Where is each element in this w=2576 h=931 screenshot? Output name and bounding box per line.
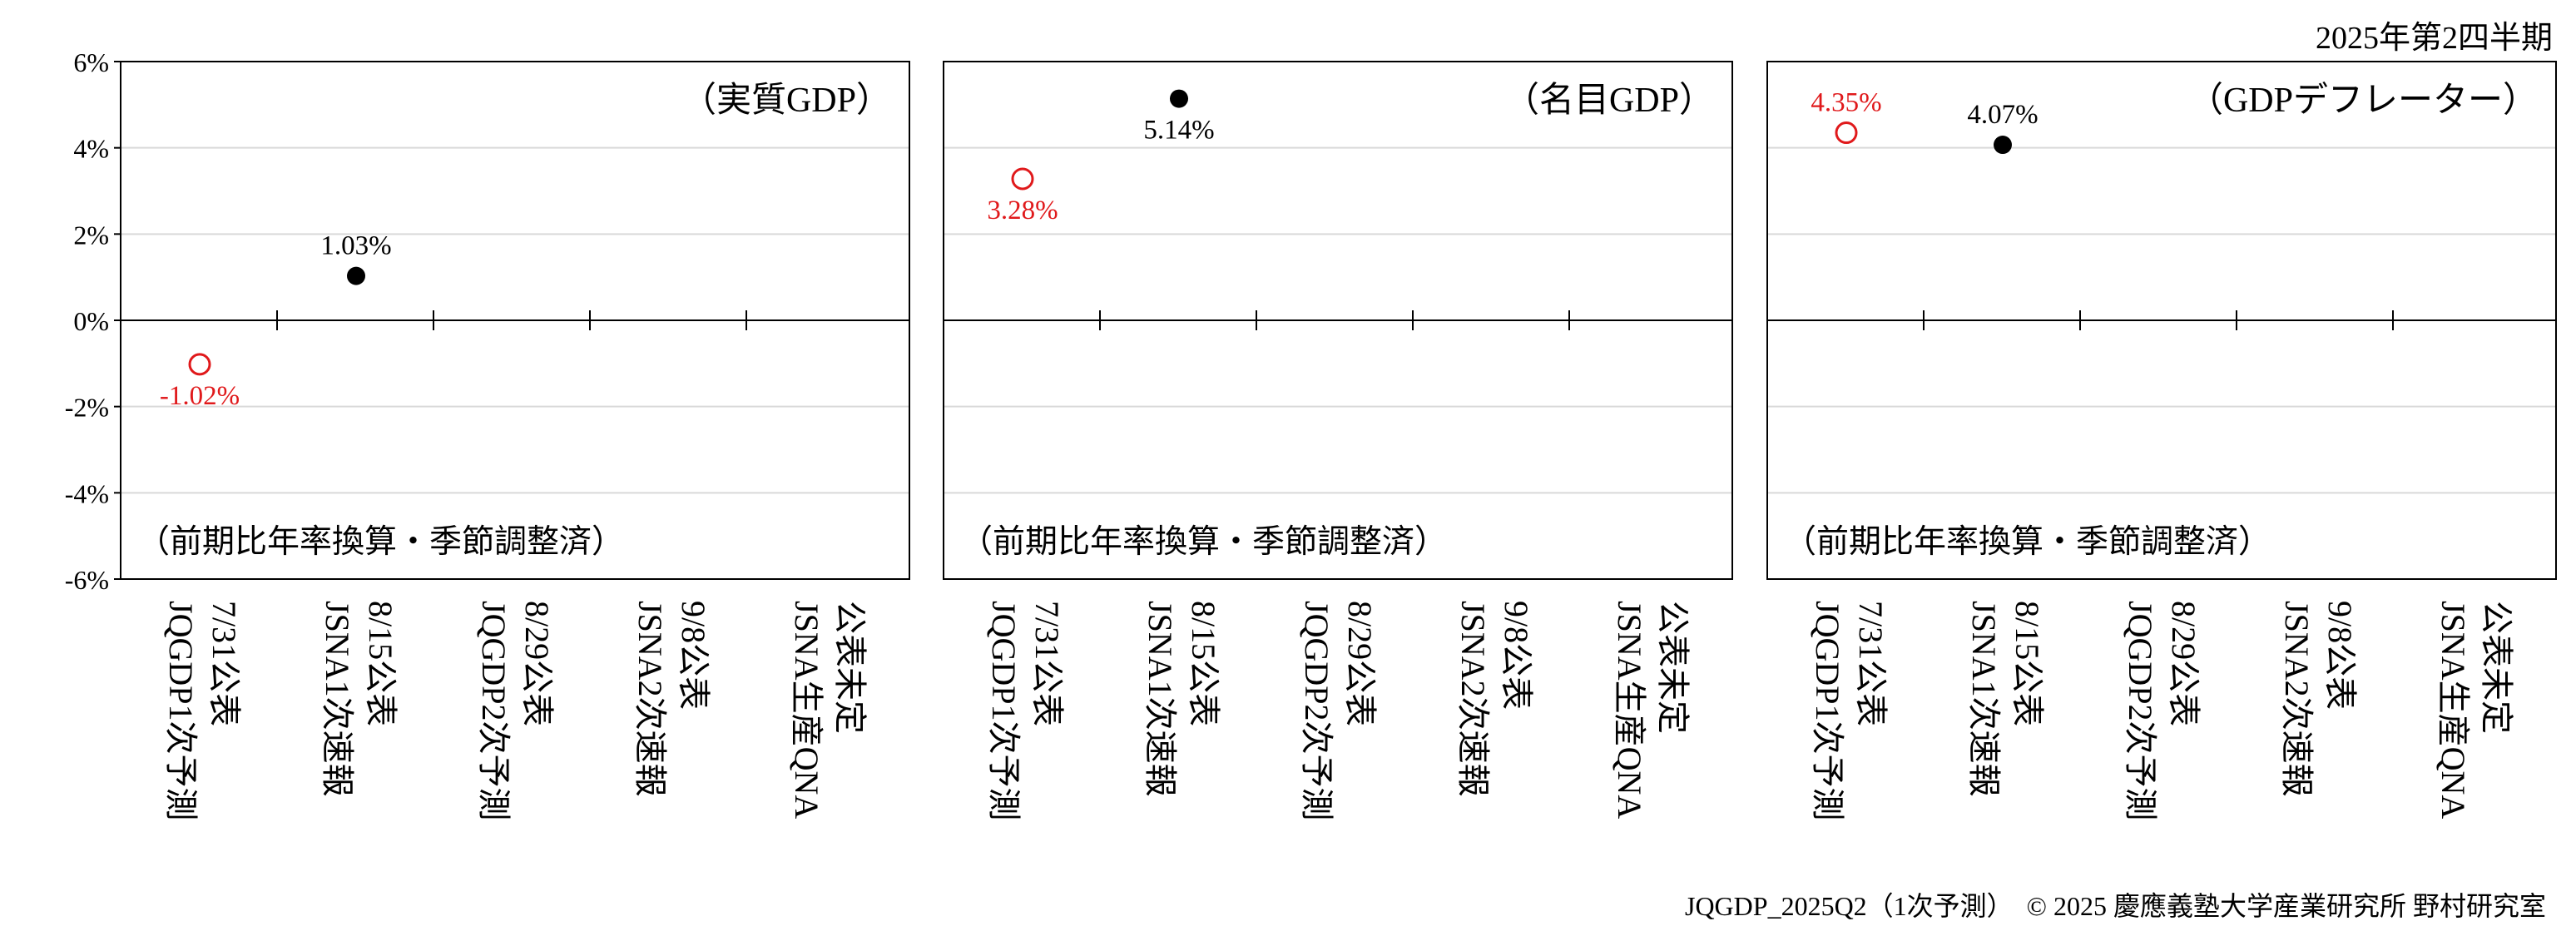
period-title: 2025年第2四半期 [2316, 21, 2553, 56]
x-category-label: 8/15公表 [1185, 601, 1222, 726]
x-category-label: 8/15公表 [362, 601, 399, 726]
panel-note: （前期比年率換算・季節調整済） [1784, 524, 2271, 560]
data-label: -1.02% [160, 381, 240, 411]
x-category-label: JSNA1次速報 [1965, 601, 2003, 797]
panel-note: （前期比年率換算・季節調整済） [137, 524, 624, 560]
x-category-label: 8/15公表 [2009, 601, 2046, 726]
y-tick-label: 6% [73, 47, 109, 77]
y-tick-label: -4% [65, 478, 109, 508]
data-label: 4.35% [1811, 88, 1881, 118]
data-label: 1.03% [320, 231, 391, 261]
x-category-label: JQGDP2次予測 [2122, 601, 2159, 820]
y-tick-label: -6% [65, 565, 109, 595]
data-point-jsna [347, 266, 365, 285]
data-point-jqgdp [188, 353, 211, 376]
y-tick-label: 4% [73, 134, 109, 164]
x-category-label: 7/31公表 [1852, 601, 1890, 726]
x-category-label: JSNA生産QNA [2435, 601, 2472, 819]
x-category-label: JSNA生産QNA [1611, 601, 1648, 819]
panel-title: （GDPデフレーター） [2188, 81, 2538, 120]
x-category-label: 公表未定 [831, 601, 869, 734]
x-category-label: 9/8公表 [675, 601, 712, 710]
x-category-label: 7/31公表 [1028, 601, 1066, 726]
x-category-label: JSNA1次速報 [1142, 601, 1179, 797]
data-point-jqgdp [1011, 167, 1034, 191]
data-point-jsna [1994, 136, 2012, 155]
chart-panels: 6% 4% 2% 0% -2% -4% -6% （実質GDP） （前期比年率換算・季節調整済） 7… [65, 47, 2557, 820]
panel-3: （GDPデフレーター） （前期比年率換算・季節調整済） 7/31公表JQGDP1次予… [1766, 61, 2557, 820]
panel-1: 6% 4% 2% 0% -2% -4% -6% （実質GDP） （前期比年率換算・季節調整済） 7… [65, 47, 910, 820]
x-category-label: 8/29公表 [1341, 601, 1379, 726]
x-category-label: 8/29公表 [518, 601, 556, 726]
x-category-label: JSNA2次速報 [1454, 601, 1492, 797]
x-category-label: JSNA2次速報 [2278, 601, 2316, 797]
x-category-label: JQGDP1次予測 [162, 601, 200, 820]
data-point-jqgdp [1835, 121, 1858, 145]
y-tick-label: 0% [73, 306, 109, 336]
x-category-label: JSNA生産QNA [788, 601, 825, 819]
data-point-jsna [1170, 89, 1188, 108]
y-tick-label: 2% [73, 220, 109, 250]
x-category-label: 9/8公表 [1498, 601, 1535, 710]
x-category-label: JSNA2次速報 [632, 601, 669, 797]
x-category-label: 公表未定 [1654, 601, 1692, 734]
x-category-label: JQGDP1次予測 [1809, 601, 1846, 820]
y-tick-label: -2% [65, 393, 109, 423]
x-category-label: 公表未定 [2478, 601, 2515, 734]
data-label: 5.14% [1143, 116, 1214, 146]
x-category-label: JQGDP2次予測 [1298, 601, 1335, 820]
x-category-label: 9/8公表 [2321, 601, 2359, 710]
x-category-label: JSNA1次速報 [319, 601, 356, 797]
x-category-label: JQGDP2次予測 [475, 601, 513, 820]
panel-title: （名目GDP） [1504, 82, 1714, 120]
data-label: 3.28% [987, 196, 1058, 225]
x-category-label: 8/29公表 [2165, 601, 2202, 726]
x-category-label: JQGDP1次予測 [985, 601, 1023, 820]
data-label: 4.07% [1967, 100, 2038, 130]
panel-note: （前期比年率換算・季節調整済） [960, 524, 1447, 560]
footer-credit: JQGDP_2025Q2（1次予測） © 2025 慶應義塾大学産業研究所 野村… [1685, 891, 2546, 921]
panel-title: （実質GDP） [681, 82, 891, 120]
x-category-label: 7/31公表 [206, 601, 243, 726]
